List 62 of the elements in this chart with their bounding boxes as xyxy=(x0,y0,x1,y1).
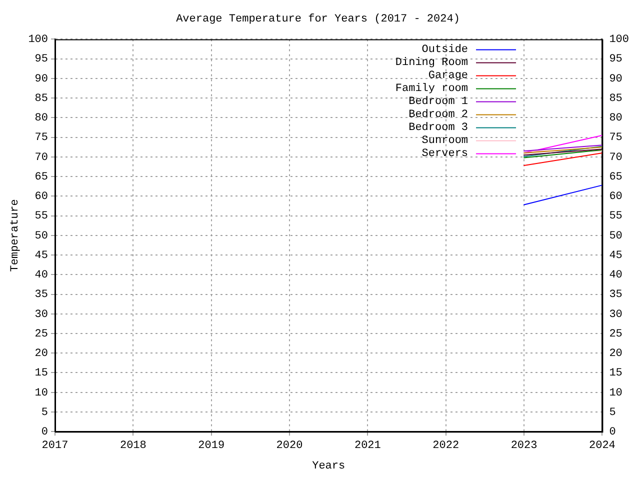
x-tick-label: 2017 xyxy=(42,440,68,452)
x-tick-label: 2024 xyxy=(588,440,616,452)
y-tick-label: 40 xyxy=(34,270,48,282)
y-tick-label: 45 xyxy=(34,250,48,262)
y2-tick-label: 30 xyxy=(609,308,622,321)
y-axis-title: Temperature xyxy=(10,199,22,272)
legend-label: Garage xyxy=(428,70,468,82)
y2-tick-label: 80 xyxy=(609,112,622,125)
y2-tick-label: 70 xyxy=(609,152,622,164)
y2-tick-label: 50 xyxy=(609,230,622,242)
y-tick-label: 25 xyxy=(34,328,48,340)
legend-label: Bedroom 1 xyxy=(408,96,468,108)
y2-tick-label: 40 xyxy=(609,270,622,282)
y-tick-label: 35 xyxy=(34,289,48,302)
y-tick-label: 70 xyxy=(34,152,48,164)
legend-label: Bedroom 3 xyxy=(408,122,468,134)
y2-tick-label: 95 xyxy=(609,54,622,66)
x-tick-label: 2020 xyxy=(276,440,303,452)
y2-tick-label: 55 xyxy=(609,210,622,223)
y-tick-label: 65 xyxy=(34,171,48,184)
y2-tick-label: 45 xyxy=(609,250,622,262)
y-tick-label: 100 xyxy=(28,34,48,46)
y2-tick-label: 90 xyxy=(609,73,622,86)
x-tick-label: 2023 xyxy=(510,440,538,452)
y-tick-label: 80 xyxy=(34,112,48,125)
y-tick-label: 20 xyxy=(34,348,48,360)
y2-tick-label: 20 xyxy=(609,348,622,360)
x-tick-label: 2021 xyxy=(354,440,382,452)
legend-label: Outside xyxy=(422,44,468,56)
y-tick-label: 50 xyxy=(34,230,48,242)
legend-label: Bedroom 2 xyxy=(408,109,468,122)
y-tick-label: 95 xyxy=(34,54,48,66)
y-tick-label: 5 xyxy=(41,406,48,419)
y-tick-label: 60 xyxy=(34,191,48,204)
y-tick-label: 55 xyxy=(34,210,48,223)
y-tick-label: 10 xyxy=(34,387,48,400)
y2-tick-label: 60 xyxy=(609,191,622,204)
y-tick-label: 15 xyxy=(34,368,48,380)
y2-tick-label: 10 xyxy=(609,387,622,400)
y-tick-label: 85 xyxy=(34,92,48,105)
legend-label: Servers xyxy=(422,148,468,160)
y2-tick-label: 25 xyxy=(609,328,622,340)
x-tick-label: 2019 xyxy=(198,440,225,452)
y2-tick-label: 35 xyxy=(609,289,622,302)
y-tick-label: 0 xyxy=(41,426,48,439)
y-tick-label: 75 xyxy=(34,132,48,144)
x-tick-label: 2018 xyxy=(120,440,146,452)
y2-tick-label: 5 xyxy=(609,406,616,419)
y2-tick-label: 15 xyxy=(609,368,622,380)
y2-tick-label: 75 xyxy=(609,132,622,144)
x-axis-title: Years xyxy=(312,460,346,472)
legend-label: Sunroom xyxy=(422,135,468,148)
legend-label: Family room xyxy=(395,83,468,96)
y2-tick-label: 65 xyxy=(609,171,622,184)
y2-tick-label: 0 xyxy=(609,426,616,439)
legend-label: Dining Room xyxy=(395,57,468,70)
y-tick-label: 30 xyxy=(34,308,48,321)
y-tick-label: 90 xyxy=(34,73,48,86)
y2-tick-label: 85 xyxy=(609,92,622,105)
chart-title: Average Temperature for Years (2017 - 2024) xyxy=(176,14,460,26)
y2-tick-label: 100 xyxy=(609,34,630,46)
x-tick-label: 2022 xyxy=(432,440,460,452)
